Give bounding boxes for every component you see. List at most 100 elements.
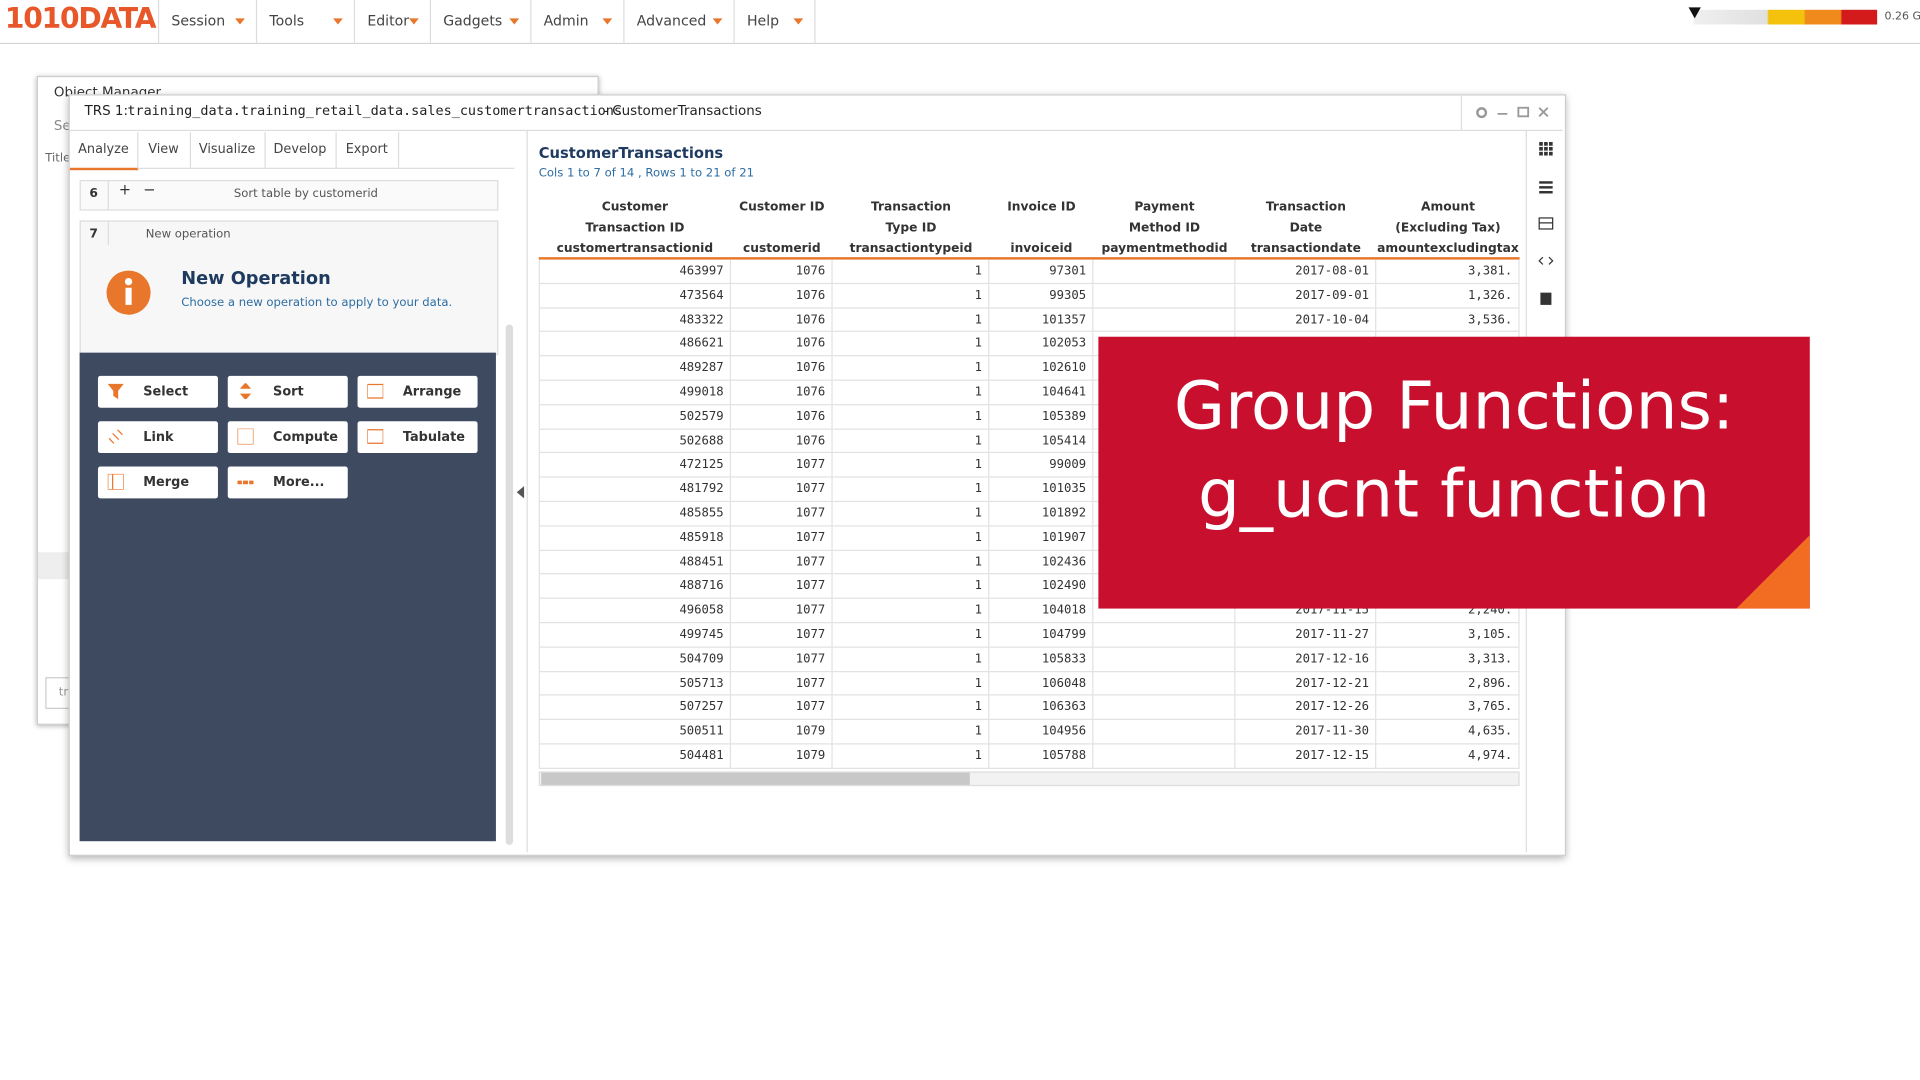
tab[interactable]: View <box>137 132 192 168</box>
table-info: Cols 1 to 7 of 14 , Rows 1 to 21 of 21 <box>538 166 755 181</box>
tab[interactable]: Analyze <box>69 132 139 171</box>
column-header[interactable]: Payment Method ID paymentmethodid <box>1093 190 1235 259</box>
table-cell: 3,765. <box>1376 695 1520 721</box>
column-label: Invoice ID <box>1007 200 1076 215</box>
title-divider <box>69 129 1563 132</box>
table-cell: 473564 <box>538 283 732 309</box>
table-cell: 1 <box>832 405 990 430</box>
table-cell: 2017-11-27 <box>1235 623 1377 648</box>
table-cell: 1079 <box>731 720 833 745</box>
operation-button[interactable]: Arrange <box>357 375 478 408</box>
table-cell <box>1093 599 1236 624</box>
table-cell: 507257 <box>538 695 732 721</box>
table-cell: 1 <box>832 623 990 648</box>
scrollbar[interactable] <box>505 324 514 845</box>
menu-item[interactable]: Gadgets <box>431 0 532 43</box>
column-header[interactable]: Customer Transaction ID customertransactio… <box>539 190 731 259</box>
table-cell: 499018 <box>538 380 732 406</box>
remove-icon[interactable]: − <box>143 181 156 199</box>
window-controls[interactable] <box>1473 104 1554 121</box>
table-cell: 105833 <box>989 647 1094 672</box>
table-cell: 488451 <box>538 550 732 575</box>
table-cell: 1077 <box>731 647 833 672</box>
menu-item[interactable]: Editor <box>355 0 432 43</box>
column-label: Method ID <box>1128 221 1201 236</box>
table-cell: 3,381. <box>1376 259 1520 284</box>
field-name: customertransactionid <box>556 242 714 256</box>
table-cell: 463997 <box>538 259 732 284</box>
button-icon <box>237 480 254 485</box>
table-cell: 104641 <box>989 380 1094 406</box>
table-cell: 99305 <box>989 283 1094 309</box>
side-toolbar[interactable] <box>1533 137 1560 345</box>
column-header[interactable]: Invoice ID invoiceid <box>989 190 1093 259</box>
h-scroll-thumb[interactable] <box>541 772 970 785</box>
field-name: amountexcludingtax <box>1377 242 1519 256</box>
menu-item[interactable]: Help <box>735 0 816 43</box>
column-label: Transaction <box>1265 200 1346 215</box>
table-cell: 2017-11-30 <box>1235 720 1377 745</box>
operation-button[interactable]: Tabulate <box>357 421 478 454</box>
table-cell: 1077 <box>731 623 833 648</box>
menu-item[interactable]: Advanced <box>624 0 735 43</box>
table-cell: 105788 <box>989 744 1094 769</box>
info-icon <box>106 270 151 315</box>
column-label: Transaction <box>870 200 952 215</box>
add-icon[interactable]: + <box>118 181 132 199</box>
table-cell: 2017-09-01 <box>1235 283 1377 309</box>
operation-button[interactable]: Select <box>97 375 218 408</box>
table-cell: 101035 <box>989 477 1094 503</box>
table-cell: 1,326. <box>1376 283 1520 309</box>
memory-bar <box>1693 9 1878 25</box>
table-cell: 2017-12-21 <box>1235 671 1377 696</box>
menu-item[interactable]: Tools <box>257 0 356 43</box>
tab[interactable]: Export <box>336 132 400 168</box>
menu-item[interactable]: Admin <box>531 0 625 43</box>
operation-button[interactable]: Merge <box>97 466 218 499</box>
window-separator: - <box>603 102 609 119</box>
operation-number: 6 <box>89 187 98 201</box>
column-label: Amount <box>1420 200 1475 215</box>
button-icon <box>107 383 124 400</box>
field-name: customerid <box>743 242 821 256</box>
tab[interactable]: Visualize <box>190 132 266 168</box>
table-cell: 102610 <box>989 356 1094 381</box>
operation-button[interactable]: More... <box>227 466 348 499</box>
tab[interactable]: Develop <box>264 132 337 168</box>
operation-6[interactable] <box>79 180 499 211</box>
column-header[interactable]: Transaction Date transactiondate <box>1236 190 1377 259</box>
caret <box>235 18 245 25</box>
table-cell: 104956 <box>989 720 1094 745</box>
operation-button[interactable]: Sort <box>227 375 348 408</box>
column-header[interactable]: Customer ID customerid <box>731 190 833 259</box>
operation-button[interactable]: Link <box>97 421 218 454</box>
table-cell: 486621 <box>538 332 732 357</box>
field-name: invoiceid <box>1010 242 1073 256</box>
overlay-line: Group Functions: <box>1173 367 1735 445</box>
table-cell: 2017-08-01 <box>1235 259 1377 284</box>
table-cell <box>1093 720 1236 745</box>
caret <box>602 18 613 25</box>
button-icon <box>367 429 384 444</box>
table-cell: 102436 <box>989 550 1094 575</box>
operation-button[interactable]: Compute <box>227 421 348 454</box>
top-bar <box>0 0 1920 45</box>
column-header[interactable]: Transaction Type ID transactiontypeid <box>833 190 990 259</box>
collapse-arrow[interactable] <box>516 486 525 499</box>
column-header[interactable]: Amount (Excluding Tax) amountexcludingtax <box>1376 190 1519 259</box>
table-cell: 1076 <box>731 308 833 333</box>
table-cell: 1077 <box>731 695 833 721</box>
search[interactable]: Se <box>53 117 71 134</box>
table-cell: 1 <box>832 526 990 551</box>
table-cell: 97301 <box>989 259 1094 284</box>
menu-item[interactable]: Session <box>159 0 258 43</box>
logo[interactable]: 1010DATA <box>4 3 157 36</box>
table-cell: 1 <box>832 259 990 284</box>
column-label: (Excluding Tax) <box>1395 221 1501 236</box>
divider <box>526 131 528 853</box>
corner-accent <box>1736 535 1810 609</box>
table-cell: 105389 <box>989 405 1094 430</box>
table-cell: 1076 <box>731 283 833 309</box>
table-cell: 1 <box>832 671 990 696</box>
table-cell: 104018 <box>989 599 1094 624</box>
